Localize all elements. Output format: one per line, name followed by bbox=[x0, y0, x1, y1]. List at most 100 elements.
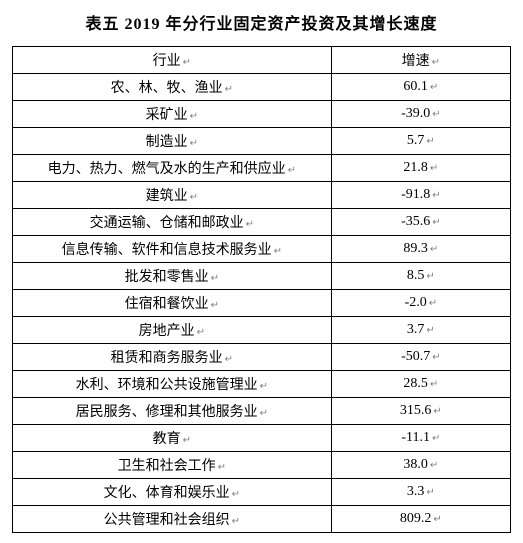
paragraph-mark-icon: ↵ bbox=[432, 57, 440, 68]
table-row: 信息传输、软件和信息技术服务业↵ 89.3↵ bbox=[13, 236, 511, 263]
cell-industry-text: 电力、热力、燃气及水的生产和供应业 bbox=[48, 162, 286, 177]
paragraph-mark-icon: ↵ bbox=[190, 111, 198, 122]
investment-table: 行业↵ 增速↵ 农、林、牧、渔业↵60.1↵采矿业↵-39.0↵制造业↵5.7↵… bbox=[12, 46, 511, 533]
cell-rate: 8.5↵ bbox=[331, 263, 510, 290]
paragraph-mark-icon: ↵ bbox=[426, 271, 434, 282]
paragraph-mark-icon: ↵ bbox=[432, 109, 440, 120]
table-row: 租赁和商务服务业↵-50.7↵ bbox=[13, 344, 511, 371]
cell-industry: 房地产业↵ bbox=[13, 317, 332, 344]
table-row: 采矿业↵-39.0↵ bbox=[13, 101, 511, 128]
cell-industry-text: 批发和零售业 bbox=[125, 270, 209, 285]
paragraph-mark-icon: ↵ bbox=[225, 84, 233, 95]
paragraph-mark-icon: ↵ bbox=[225, 354, 233, 365]
cell-rate-text: -2.0 bbox=[405, 295, 427, 310]
cell-industry: 住宿和餐饮业↵ bbox=[13, 290, 332, 317]
paragraph-mark-icon: ↵ bbox=[432, 433, 440, 444]
cell-rate: -39.0↵ bbox=[331, 101, 510, 128]
cell-rate: 60.1↵ bbox=[331, 74, 510, 101]
cell-industry-text: 交通运输、仓储和邮政业 bbox=[90, 216, 244, 231]
cell-rate-text: 8.5 bbox=[407, 268, 425, 283]
cell-industry: 制造业↵ bbox=[13, 128, 332, 155]
paragraph-mark-icon: ↵ bbox=[246, 219, 254, 230]
cell-industry-text: 采矿业 bbox=[146, 108, 188, 123]
table-row: 批发和零售业↵8.5↵ bbox=[13, 263, 511, 290]
paragraph-mark-icon: ↵ bbox=[183, 435, 191, 446]
cell-industry: 卫生和社会工作↵ bbox=[13, 452, 332, 479]
cell-industry-text: 信息传输、软件和信息技术服务业 bbox=[62, 243, 272, 258]
cell-industry-text: 住宿和餐饮业 bbox=[125, 297, 209, 312]
paragraph-mark-icon: ↵ bbox=[430, 460, 438, 471]
table-row: 交通运输、仓储和邮政业↵-35.6↵ bbox=[13, 209, 511, 236]
cell-industry-text: 教育 bbox=[153, 432, 181, 447]
table-row: 公共管理和社会组织↵809.2↵ bbox=[13, 506, 511, 533]
cell-industry: 建筑业↵ bbox=[13, 182, 332, 209]
table-row: 制造业↵5.7↵ bbox=[13, 128, 511, 155]
cell-rate-text: 38.0 bbox=[403, 457, 428, 472]
table-row: 教育↵-11.1↵ bbox=[13, 425, 511, 452]
cell-rate: 38.0↵ bbox=[331, 452, 510, 479]
paragraph-mark-icon: ↵ bbox=[432, 352, 440, 363]
paragraph-mark-icon: ↵ bbox=[218, 462, 226, 473]
cell-rate: -2.0↵ bbox=[331, 290, 510, 317]
cell-industry-text: 卫生和社会工作 bbox=[118, 459, 216, 474]
table-row: 电力、热力、燃气及水的生产和供应业↵ 21.8 ↵ bbox=[13, 155, 511, 182]
table-title: 表五 2019 年分行业固定资产投资及其增长速度 bbox=[12, 10, 511, 34]
cell-industry: 水利、环境和公共设施管理业↵ bbox=[13, 371, 332, 398]
paragraph-mark-icon: ↵ bbox=[211, 273, 219, 284]
paragraph-mark-icon: ↵ bbox=[429, 298, 437, 309]
paragraph-mark-icon: ↵ bbox=[274, 246, 282, 257]
table-row: 农、林、牧、渔业↵60.1↵ bbox=[13, 74, 511, 101]
paragraph-mark-icon: ↵ bbox=[426, 487, 434, 498]
cell-rate-text: 60.1 bbox=[403, 79, 428, 94]
paragraph-mark-icon: ↵ bbox=[232, 516, 240, 527]
table-row: 水利、环境和公共设施管理业↵28.5↵ bbox=[13, 371, 511, 398]
paragraph-mark-icon: ↵ bbox=[430, 379, 438, 390]
paragraph-mark-icon: ↵ bbox=[260, 381, 268, 392]
cell-rate: -11.1↵ bbox=[331, 425, 510, 452]
cell-rate-text: 21.8 bbox=[403, 160, 428, 175]
paragraph-mark-icon: ↵ bbox=[433, 514, 441, 525]
header-industry: 行业↵ bbox=[13, 47, 332, 74]
paragraph-mark-icon: ↵ bbox=[426, 325, 434, 336]
paragraph-mark-icon: ↵ bbox=[288, 165, 296, 176]
cell-industry: 教育↵ bbox=[13, 425, 332, 452]
table-row: 文化、体育和娱乐业↵3.3↵ bbox=[13, 479, 511, 506]
table-row: 卫生和社会工作↵38.0↵ bbox=[13, 452, 511, 479]
cell-rate-text: 3.3 bbox=[407, 484, 425, 499]
cell-rate-text: -50.7 bbox=[401, 349, 430, 364]
paragraph-mark-icon: ↵ bbox=[232, 489, 240, 500]
cell-rate: 89.3↵ bbox=[331, 236, 510, 263]
cell-industry: 交通运输、仓储和邮政业↵ bbox=[13, 209, 332, 236]
paragraph-mark-icon: ↵ bbox=[430, 82, 438, 93]
cell-rate: 5.7↵ bbox=[331, 128, 510, 155]
cell-industry-text: 建筑业 bbox=[146, 189, 188, 204]
cell-industry: 租赁和商务服务业↵ bbox=[13, 344, 332, 371]
cell-rate: -35.6↵ bbox=[331, 209, 510, 236]
cell-rate-text: 5.7 bbox=[407, 133, 425, 148]
cell-industry-text: 农、林、牧、渔业 bbox=[111, 81, 223, 96]
cell-industry-text: 水利、环境和公共设施管理业 bbox=[76, 378, 258, 393]
table-row: 房地产业↵ 3.7↵ bbox=[13, 317, 511, 344]
paragraph-mark-icon: ↵ bbox=[433, 406, 441, 417]
cell-industry-text: 租赁和商务服务业 bbox=[111, 351, 223, 366]
paragraph-mark-icon: ↵ bbox=[183, 57, 191, 68]
paragraph-mark-icon: ↵ bbox=[432, 217, 440, 228]
cell-industry-text: 房地产业 bbox=[139, 324, 195, 339]
cell-rate-text: 89.3 bbox=[403, 241, 428, 256]
cell-industry-text: 公共管理和社会组织 bbox=[104, 513, 230, 528]
paragraph-mark-icon: ↵ bbox=[190, 138, 198, 149]
table-header-row: 行业↵ 增速↵ bbox=[13, 47, 511, 74]
table-row: 居民服务、修理和其他服务业↵315.6↵ bbox=[13, 398, 511, 425]
cell-rate-text: 3.7 bbox=[407, 322, 425, 337]
cell-rate-text: -11.1 bbox=[401, 430, 430, 445]
paragraph-mark-icon: ↵ bbox=[426, 136, 434, 147]
cell-rate-text: 809.2 bbox=[400, 511, 432, 526]
header-rate: 增速↵ bbox=[331, 47, 510, 74]
cell-industry: 电力、热力、燃气及水的生产和供应业↵ bbox=[13, 155, 332, 182]
cell-rate-text: 28.5 bbox=[403, 376, 428, 391]
cell-rate: 3.3↵ bbox=[331, 479, 510, 506]
cell-industry: 文化、体育和娱乐业↵ bbox=[13, 479, 332, 506]
cell-industry: 农、林、牧、渔业↵ bbox=[13, 74, 332, 101]
cell-rate: 809.2↵ bbox=[331, 506, 510, 533]
paragraph-mark-icon: ↵ bbox=[432, 190, 440, 201]
